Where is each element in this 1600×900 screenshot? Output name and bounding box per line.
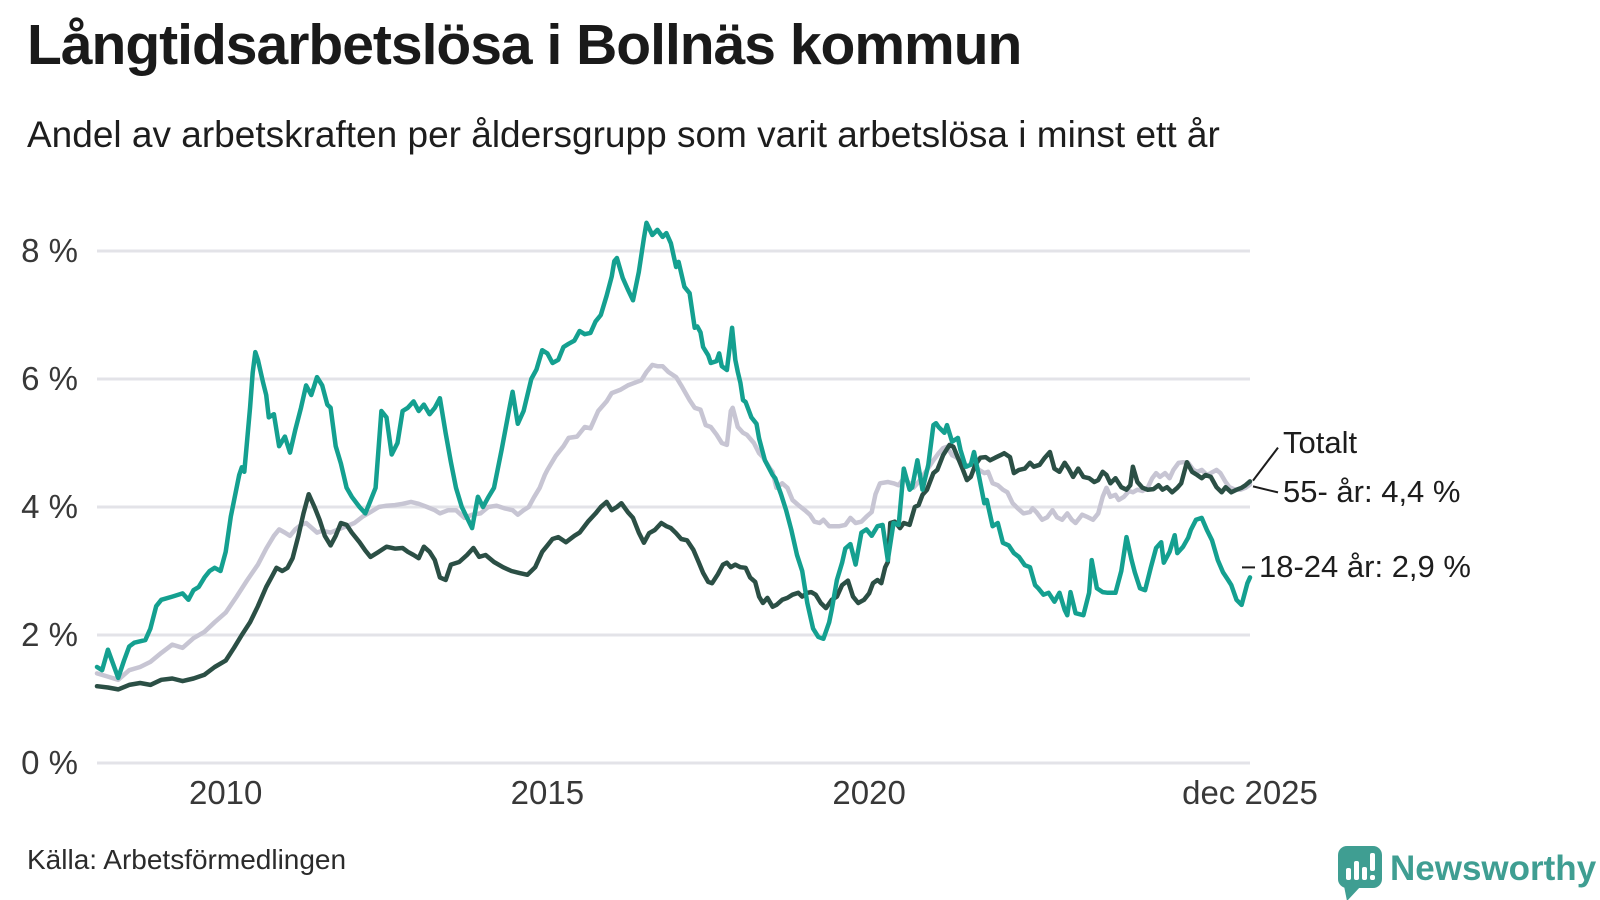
newsworthy-brand-link[interactable]: Newsworthy	[1390, 849, 1597, 888]
series-line-aldre-55	[94, 442, 1253, 692]
y-axis-tick-label: 6 %	[21, 360, 78, 397]
end-label-18-24-ar: 18-24 år: 2,9 %	[1259, 549, 1471, 585]
x-axis-tick-label: 2020	[832, 774, 906, 811]
newsworthy-logo-icon	[1338, 846, 1382, 900]
connector-55-ar	[1252, 485, 1279, 494]
end-label-55-ar: 55- år: 4,4 %	[1283, 474, 1461, 510]
y-axis-tick-label: 0 %	[21, 744, 78, 781]
end-label-totalt: Totalt	[1283, 424, 1358, 460]
x-axis-tick-label: 2010	[188, 774, 263, 811]
y-axis-tick-label: 2 %	[21, 616, 78, 653]
source-note: Källa: Arbetsförmedlingen	[27, 844, 347, 875]
page-subtitle: Andel av arbetskraften per åldersgrupp s…	[27, 114, 1220, 155]
x-axis-tick-label: 2015	[510, 774, 585, 811]
x-axis-tick-label: dec 2025	[1182, 774, 1318, 811]
y-axis-tick-label: 8 %	[21, 232, 78, 269]
series-line-unga-18-24	[94, 220, 1253, 681]
page-title: Långtidsarbetslösa i Bollnäs kommun	[27, 13, 1022, 77]
connector-totalt	[1252, 446, 1279, 482]
y-axis-tick-label: 4 %	[21, 488, 78, 525]
